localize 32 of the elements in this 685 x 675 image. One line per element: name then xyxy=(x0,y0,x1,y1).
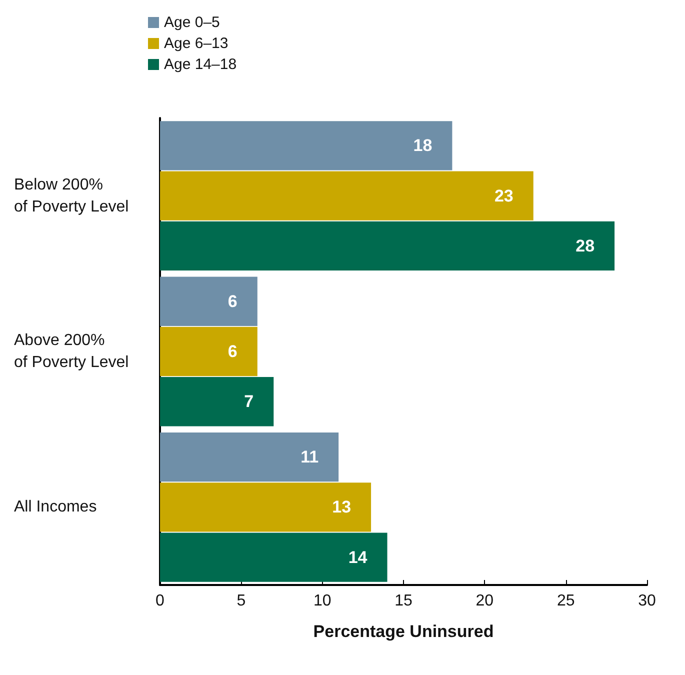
legend-label: Age 14–18 xyxy=(164,56,237,73)
data-label: 18 xyxy=(413,136,432,156)
y-tick-label: Below 200% of Poverty Level xyxy=(14,176,129,216)
x-tick-label: 5 xyxy=(236,592,246,610)
data-label: 14 xyxy=(348,548,368,567)
x-tick-label: 0 xyxy=(156,592,165,610)
data-label: 13 xyxy=(332,498,352,517)
data-label: 7 xyxy=(244,392,254,412)
x-tick-label: 25 xyxy=(556,592,575,610)
bar xyxy=(160,432,339,482)
legend-label: Age 0–5 xyxy=(164,14,220,31)
data-label: 11 xyxy=(300,448,319,467)
x-axis-title: Percentage Uninsured xyxy=(313,622,494,641)
bar xyxy=(160,482,372,532)
data-label: 6 xyxy=(228,292,238,311)
x-tick-label: 10 xyxy=(313,592,332,610)
data-label: 28 xyxy=(576,236,595,256)
y-tick-label: All Incomes xyxy=(14,498,97,516)
bar xyxy=(160,377,274,426)
bar xyxy=(160,171,534,220)
bar xyxy=(160,326,258,376)
bar xyxy=(160,532,388,582)
legend-label: Age 6–13 xyxy=(164,35,228,52)
data-label: 6 xyxy=(228,342,238,361)
bar xyxy=(160,121,452,170)
x-tick-label: 30 xyxy=(638,592,656,610)
y-tick-label: Above 200% of Poverty Level xyxy=(14,332,129,371)
data-label: 23 xyxy=(494,186,514,206)
bar xyxy=(160,221,615,271)
x-tick-label: 15 xyxy=(394,592,412,610)
bar xyxy=(160,276,258,326)
x-tick-label: 20 xyxy=(476,592,494,610)
